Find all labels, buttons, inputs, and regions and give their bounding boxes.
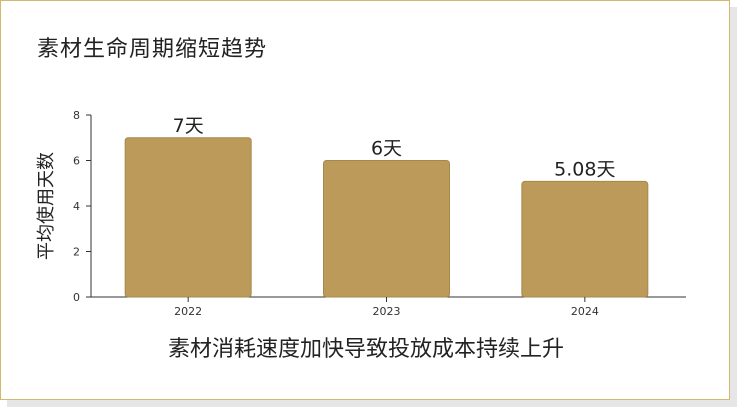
chart-title: 素材生命周期缩短趋势: [37, 37, 268, 62]
y-tick-label: 4: [73, 200, 80, 213]
x-tick-label: 2022: [174, 305, 202, 318]
x-tick-label: 2023: [373, 305, 401, 318]
x-tick-label: 2024: [571, 305, 599, 318]
bar-chart: 0 2 4 6 8 平均使用天数 2022 7天 2023 6天 2024 5.08天: [36, 109, 686, 318]
y-tick-label: 8: [73, 109, 80, 122]
y-tick-label: 6: [73, 155, 80, 168]
bar-2024: [521, 180, 649, 298]
y-tick-label: 2: [73, 246, 80, 259]
bar-2023: [323, 160, 450, 298]
data-label: 6天: [371, 138, 402, 160]
y-tick-label: 0: [73, 291, 80, 304]
chart-caption: 素材消耗速度加快导致投放成本持续上升: [167, 337, 564, 362]
y-axis-label: 平均使用天数: [36, 152, 57, 260]
data-label: 7天: [173, 115, 204, 137]
data-label: 5.08天: [554, 158, 615, 180]
bar-2022: [124, 137, 252, 298]
chart-card: 素材生命周期缩短趋势 0 2 4 6 8 平均使用天数 2022 7天 2023 6天 2024 5.…: [0, 0, 730, 400]
